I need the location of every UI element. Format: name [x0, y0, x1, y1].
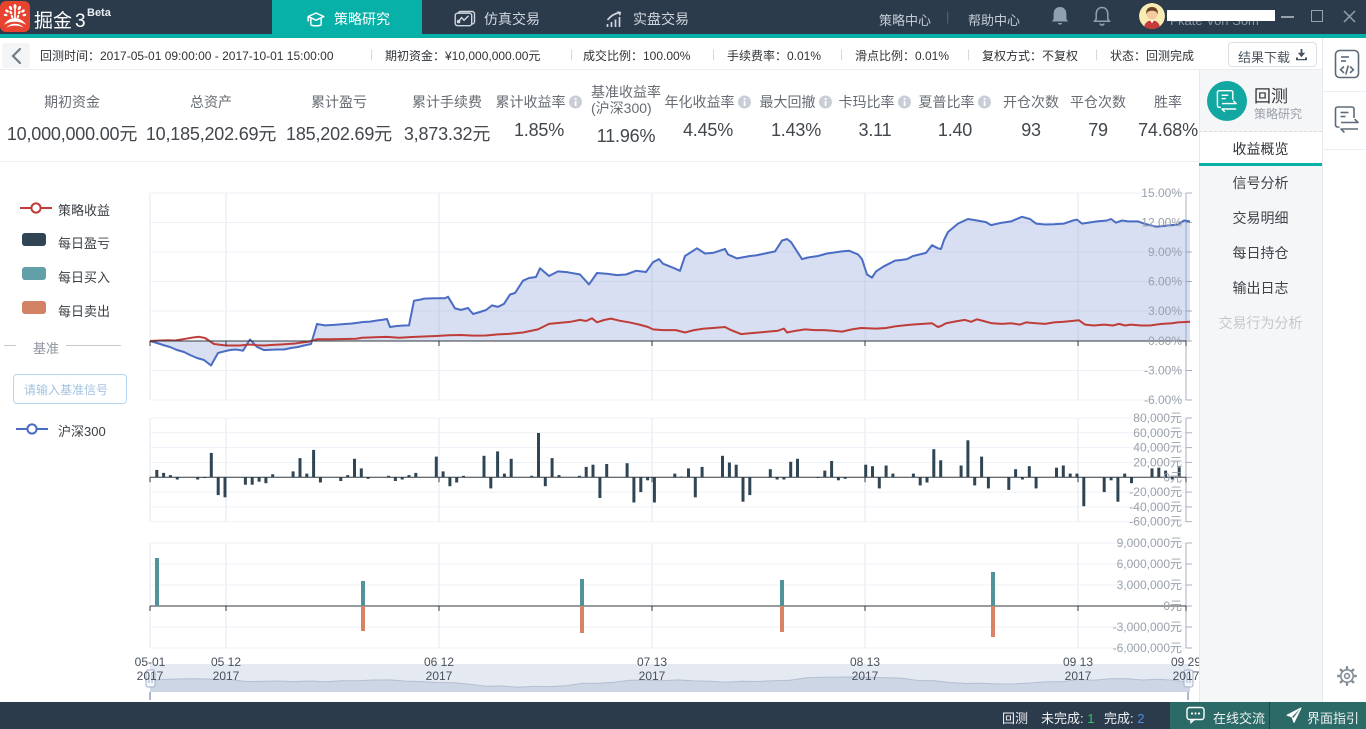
svg-text:09 29: 09 29 — [1171, 655, 1201, 669]
svg-text:-40,000元: -40,000元 — [1129, 500, 1182, 514]
svg-text:-3,000,000元: -3,000,000元 — [1113, 620, 1182, 634]
svg-text:3.00%: 3.00% — [1148, 304, 1182, 318]
svg-text:2017: 2017 — [213, 669, 240, 683]
svg-text:40,000元: 40,000元 — [1133, 441, 1182, 455]
svg-text:09 13: 09 13 — [1063, 655, 1093, 669]
svg-text:2017: 2017 — [639, 669, 666, 683]
svg-text:15.00%: 15.00% — [1141, 186, 1182, 200]
svg-text:80,000元: 80,000元 — [1133, 411, 1182, 425]
svg-text:2017: 2017 — [137, 669, 164, 683]
svg-text:0元: 0元 — [1163, 599, 1182, 613]
svg-text:-6.00%: -6.00% — [1144, 393, 1182, 407]
svg-text:-60,000元: -60,000元 — [1129, 515, 1182, 529]
svg-text:05 12: 05 12 — [211, 655, 241, 669]
svg-text:2017: 2017 — [1173, 669, 1200, 683]
svg-text:9,000,000元: 9,000,000元 — [1117, 536, 1182, 550]
svg-text:60,000元: 60,000元 — [1133, 426, 1182, 440]
svg-text:2017: 2017 — [426, 669, 453, 683]
svg-text:08 13: 08 13 — [850, 655, 880, 669]
svg-text:-3.00%: -3.00% — [1144, 364, 1182, 378]
svg-text:6,000,000元: 6,000,000元 — [1117, 557, 1182, 571]
svg-text:06 12: 06 12 — [424, 655, 454, 669]
svg-text:12.00%: 12.00% — [1141, 216, 1182, 230]
svg-text:0.00%: 0.00% — [1148, 334, 1182, 348]
svg-text:9.00%: 9.00% — [1148, 245, 1182, 259]
svg-text:3,000,000元: 3,000,000元 — [1117, 578, 1182, 592]
svg-text:20,000元: 20,000元 — [1133, 455, 1182, 469]
svg-text:2017: 2017 — [852, 669, 879, 683]
svg-text:-20,000元: -20,000元 — [1129, 485, 1182, 499]
svg-text:6.00%: 6.00% — [1148, 275, 1182, 289]
svg-text:0元: 0元 — [1163, 470, 1182, 484]
svg-text:2017: 2017 — [1065, 669, 1092, 683]
svg-text:-6,000,000元: -6,000,000元 — [1113, 641, 1182, 655]
svg-text:07 13: 07 13 — [637, 655, 667, 669]
svg-text:05-01: 05-01 — [135, 655, 166, 669]
